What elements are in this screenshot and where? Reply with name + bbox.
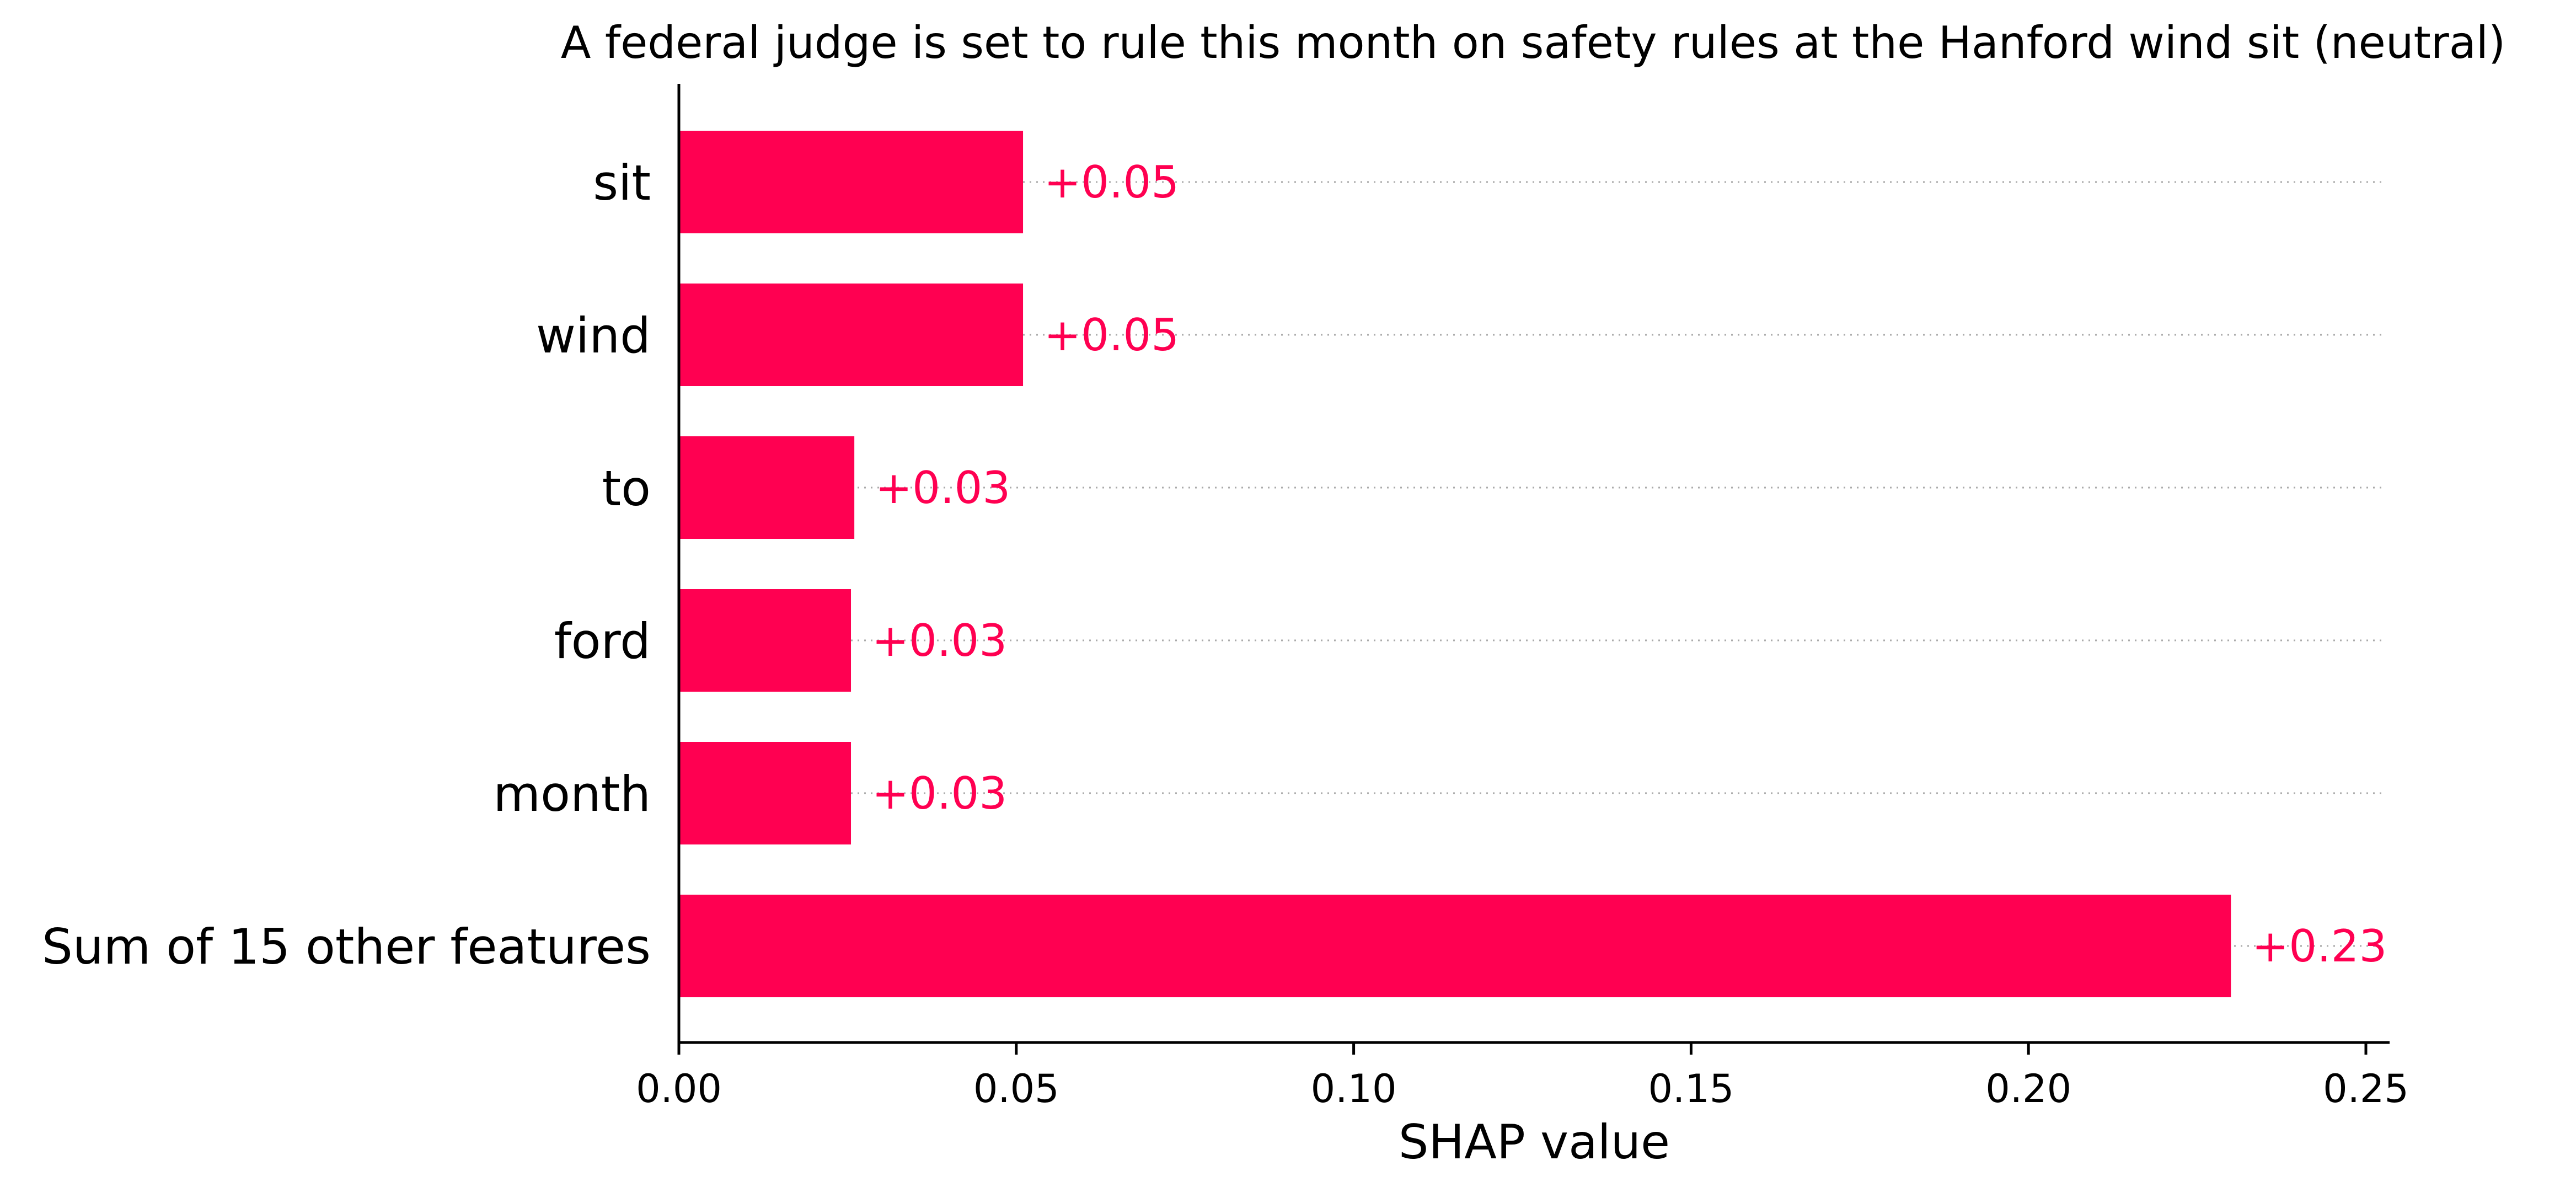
x-tick-label: 0.00 xyxy=(636,1066,722,1111)
bar-value-label: +0.03 xyxy=(872,768,1007,819)
bars xyxy=(679,131,2231,997)
category-labels: sit wind to ford month Sum of 15 other featur… xyxy=(42,154,651,975)
bar-value-label: +0.23 xyxy=(2252,921,2387,972)
category-label: Sum of 15 other features xyxy=(42,918,651,975)
category-label: to xyxy=(602,460,651,517)
bar-value-label: +0.05 xyxy=(1044,157,1179,208)
bar xyxy=(679,895,2231,997)
bar xyxy=(679,589,851,692)
bar xyxy=(679,131,1024,233)
bar-value-label: +0.03 xyxy=(872,615,1007,666)
x-tick-label: 0.05 xyxy=(973,1066,1059,1111)
bar xyxy=(679,742,851,844)
bar xyxy=(679,284,1024,386)
x-tick-label: 0.15 xyxy=(1648,1066,1734,1111)
x-tick-label: 0.25 xyxy=(2323,1066,2409,1111)
value-labels: +0.05 +0.05 +0.03 +0.03 +0.03 +0.23 xyxy=(872,157,2387,972)
bar xyxy=(679,436,855,539)
chart-title: A federal judge is set to rule this mont… xyxy=(561,17,2505,68)
x-axis-label: SHAP value xyxy=(1399,1115,1670,1170)
x-ticks: 0.00 0.05 0.10 0.15 0.20 0.25 xyxy=(636,1042,2409,1111)
category-label: month xyxy=(493,766,651,822)
x-tick-label: 0.10 xyxy=(1311,1066,1397,1111)
category-label: ford xyxy=(554,613,651,670)
bar-value-label: +0.03 xyxy=(875,462,1010,514)
category-label: wind xyxy=(536,307,651,364)
x-tick-label: 0.20 xyxy=(1985,1066,2071,1111)
category-label: sit xyxy=(593,154,651,211)
bar-value-label: +0.05 xyxy=(1044,309,1179,361)
